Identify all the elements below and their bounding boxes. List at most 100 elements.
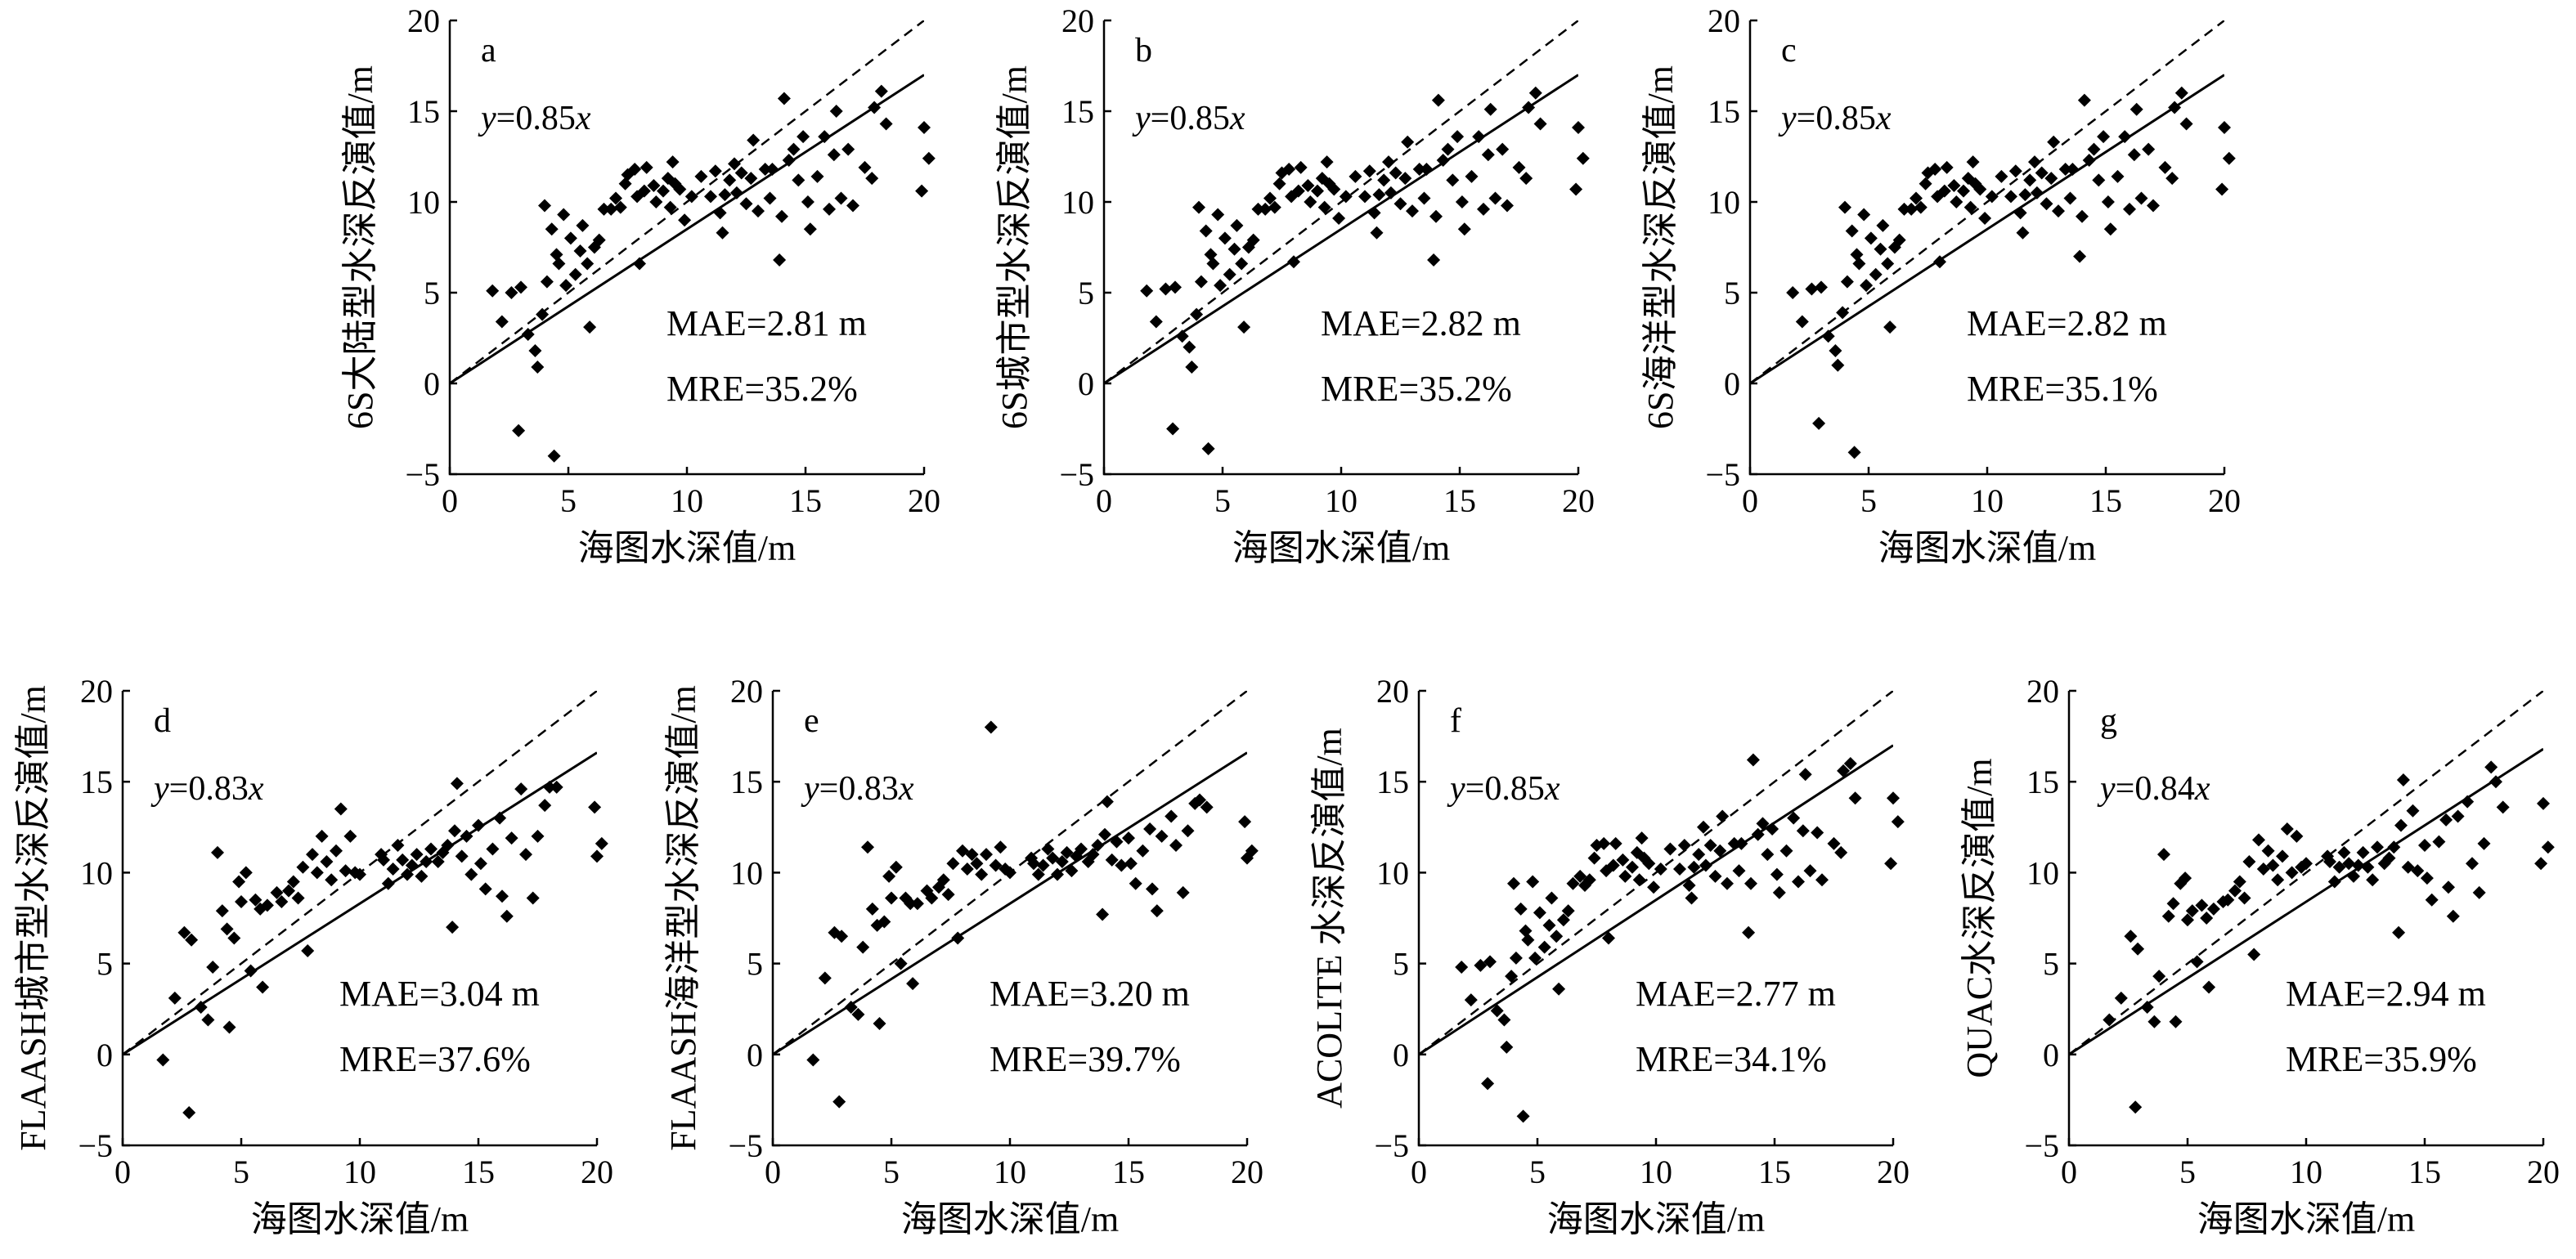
data-point [1417,191,1431,205]
data-point [882,869,896,883]
data-point [1829,344,1842,358]
data-point [904,897,918,911]
x-tick-label: 5 [1214,482,1231,519]
data-point [1751,827,1765,841]
data-point [1787,811,1801,825]
data-point [1940,160,1954,174]
data-point [1772,885,1786,899]
data-point [1301,179,1315,193]
data-point [1606,858,1620,872]
data-point [448,824,461,838]
data-point [792,173,806,187]
data-point [1897,202,1911,216]
data-point [1204,248,1218,262]
y-tick-label: 5 [1393,946,1409,983]
x-axis-label: 海图水深值/m [2197,1199,2415,1239]
data-point [1654,862,1667,876]
data-point [1742,925,1756,939]
data-point [576,218,590,232]
data-point [2472,885,2486,899]
data-point [2351,858,2365,872]
x-tick-label: 5 [233,1154,249,1190]
data-point [744,172,758,186]
fit-eq-value: =0.85 [1151,100,1230,137]
data-point [633,257,646,271]
data-point [989,858,1003,872]
data-point [1474,958,1488,972]
data-point [1626,860,1639,874]
data-point [1412,163,1426,177]
data-point [1091,839,1105,853]
data-point [559,279,573,293]
data-point [1533,906,1546,920]
x-tick-label: 10 [2290,1154,2322,1190]
data-point [1214,279,1227,293]
x-tick-label: 5 [560,482,577,519]
x-tick-label: 15 [789,482,822,519]
data-point [2052,204,2065,218]
data-point [1465,169,1479,183]
data-point [1798,768,1812,782]
data-point [512,423,526,437]
data-point [2157,848,2170,862]
data-point [657,184,670,198]
data-point [678,213,692,227]
data-point [1472,130,1486,144]
data-point [2221,893,2235,907]
data-point [2044,172,2058,186]
data-point [1786,286,1800,299]
y-axis-label: ACOLITE 水深反演值/m [1309,728,1349,1109]
data-point [1770,867,1784,881]
x-tick-label: 15 [2408,1154,2441,1190]
data-point [865,172,879,186]
data-point [1075,842,1088,856]
data-point [1481,148,1495,162]
data-point [424,842,438,856]
data-point [1966,155,1980,169]
fit-eq-value: =0.85 [1797,100,1876,137]
data-point [1732,864,1746,878]
data-point [2387,840,2401,854]
data-point [1190,307,1204,321]
data-point [2092,173,2106,187]
data-point [2256,862,2270,876]
data-point [1843,756,1857,770]
fit-eq-y: y [1447,770,1465,808]
data-point [1110,835,1124,849]
data-point [2411,864,2425,878]
data-point [1582,873,1596,887]
data-point [2342,857,2356,871]
data-point [1143,822,1157,836]
data-point [2040,197,2053,211]
data-point [206,961,220,974]
data-point [835,930,849,943]
data-point [1542,918,1556,932]
data-point [473,857,487,871]
fit-eq-x: x [1875,100,1892,137]
x-tick-label: 0 [1096,482,1112,519]
data-point [1519,172,1533,186]
data-point [1041,842,1055,856]
data-point [1291,184,1305,198]
x-tick-label: 10 [343,1154,376,1190]
data-point [918,120,931,134]
data-point [946,857,960,871]
x-axis-label: 海图水深值/m [251,1199,469,1239]
data-point [1193,793,1206,807]
data-point [2097,130,2111,144]
data-point [873,1016,886,1030]
fit-eq-y: y [1778,100,1797,137]
data-point [1576,151,1590,165]
data-point [673,182,687,196]
data-point [1522,101,1536,114]
data-point [1483,102,1497,116]
data-point [2152,970,2166,983]
data-point [868,101,882,114]
data-point [1150,904,1164,918]
data-point [1528,951,1542,965]
data-point [1183,340,1196,354]
data-point [1505,970,1519,983]
mae-label: MAE=2.94 m [2286,974,2486,1014]
data-point [1566,876,1580,890]
data-point [1697,820,1710,834]
